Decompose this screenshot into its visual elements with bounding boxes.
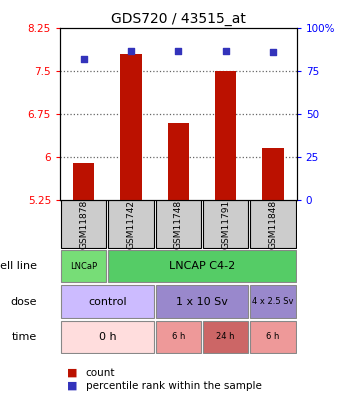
Bar [250,285,296,318]
Point [176,47,181,54]
Text: cell line: cell line [0,261,37,271]
Bar [108,200,154,248]
Text: count: count [86,368,115,377]
Text: GSM11742: GSM11742 [127,200,135,249]
Bar [250,320,296,353]
Text: control: control [88,296,127,307]
Bar [61,200,106,248]
Bar [120,54,142,200]
Text: 4 x 2.5 Sv: 4 x 2.5 Sv [252,297,294,306]
Bar [156,200,201,248]
Text: ■: ■ [67,368,78,377]
Bar [203,200,248,248]
Text: GSM11791: GSM11791 [221,200,230,249]
Bar [73,162,94,200]
Bar [250,200,296,248]
Text: percentile rank within the sample: percentile rank within the sample [86,381,262,391]
Text: LNCAP C4-2: LNCAP C4-2 [169,261,235,271]
Point [223,47,228,54]
Bar [262,148,284,200]
Text: GSM11848: GSM11848 [269,200,277,249]
Point [128,47,134,54]
Text: 0 h: 0 h [98,332,116,342]
Bar [156,320,201,353]
Bar [215,71,236,200]
Text: GSM11748: GSM11748 [174,200,183,249]
Bar [61,320,154,353]
Bar [61,285,154,318]
Text: 6 h: 6 h [267,332,280,341]
Text: time: time [12,332,37,342]
Point [81,56,86,62]
Text: 24 h: 24 h [216,332,235,341]
Text: 1 x 10 Sv: 1 x 10 Sv [176,296,228,307]
Text: LNCaP: LNCaP [70,262,97,271]
Bar [61,250,106,282]
Bar [168,123,189,200]
Point [270,49,276,55]
Bar [156,285,248,318]
Text: 6 h: 6 h [172,332,185,341]
Title: GDS720 / 43515_at: GDS720 / 43515_at [111,12,246,26]
Bar [108,250,296,282]
Text: dose: dose [11,296,37,307]
Bar [203,320,248,353]
Text: GSM11878: GSM11878 [79,200,88,249]
Text: ■: ■ [67,381,78,391]
